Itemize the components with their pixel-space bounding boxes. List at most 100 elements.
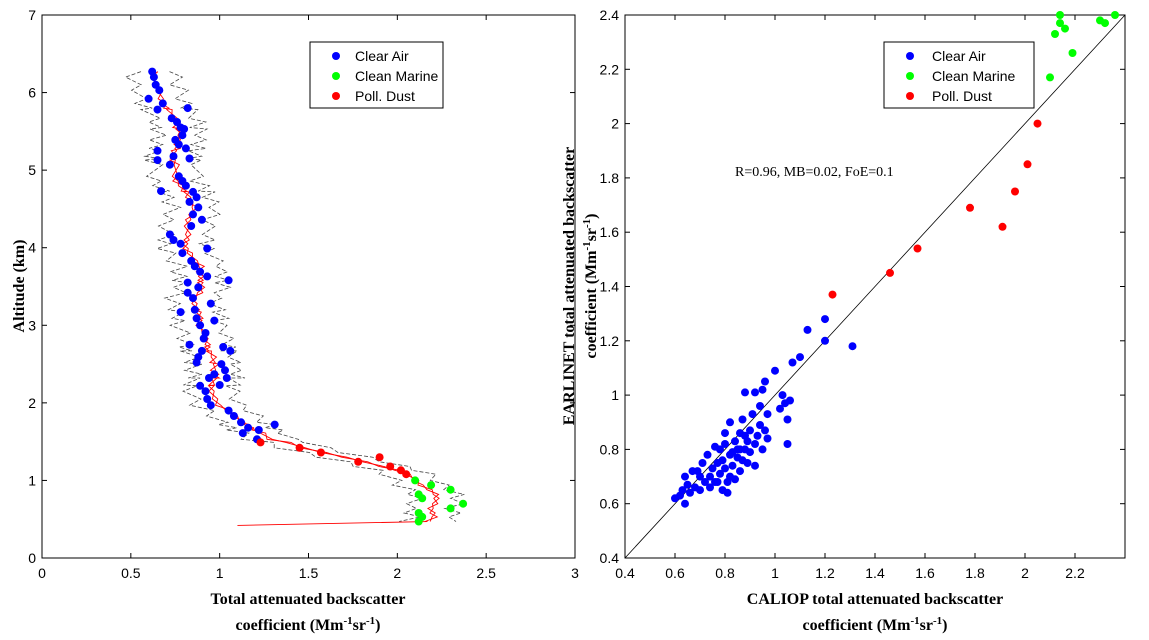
data-point	[192, 314, 201, 323]
x-tick-label: 2.5	[476, 565, 496, 581]
data-point	[446, 504, 455, 513]
data-point	[229, 412, 238, 420]
data-point	[966, 203, 974, 212]
y-tick-label: 0	[28, 550, 36, 566]
data-point	[743, 437, 752, 446]
data-point	[1061, 24, 1069, 33]
data-point	[828, 290, 837, 299]
data-point	[706, 483, 714, 492]
data-point	[158, 99, 167, 108]
data-point	[848, 342, 857, 351]
data-point	[196, 381, 205, 390]
data-point	[183, 104, 192, 113]
data-point	[736, 467, 744, 476]
data-point	[144, 94, 153, 103]
data-point	[244, 423, 253, 432]
data-point	[197, 215, 206, 224]
data-point	[1023, 160, 1032, 169]
x-tick-label: 0	[38, 565, 46, 581]
data-point	[203, 395, 212, 403]
comparison-plot: 0.4 0.6 0.8 1 1.2 1.4 1.6 1.8 2 2.2 0.4 0.6 0.8 1 1.2 1…	[561, 7, 1126, 634]
data-point	[238, 429, 247, 438]
comparison-ticks: 0.4 0.6 0.8 1 1.2 1.4 1.6 1.8 2 2.2 0.4 0.6 0.8 1 1.2 1…	[600, 7, 1125, 581]
data-point	[354, 457, 363, 466]
data-point	[176, 308, 185, 317]
data-point	[1046, 73, 1054, 82]
data-point	[196, 267, 205, 276]
data-point	[718, 456, 727, 465]
data-point	[197, 346, 206, 355]
data-point	[155, 86, 164, 95]
data-point	[701, 478, 709, 486]
data-point	[718, 486, 727, 495]
data-point	[821, 336, 829, 345]
data-point	[215, 381, 224, 389]
y-tick-label: 5	[28, 162, 36, 178]
data-point	[226, 346, 235, 355]
x-tick-label: 1.2	[815, 565, 835, 581]
comparison-xlabel-line1: CALIOP total attenuated backscatter	[747, 591, 1003, 608]
data-point	[386, 462, 395, 471]
data-point	[776, 404, 784, 413]
data-point	[190, 262, 199, 271]
data-point	[761, 377, 769, 386]
profile-points	[144, 67, 468, 526]
data-point	[698, 459, 707, 467]
x-tick-label: 0.4	[615, 565, 635, 581]
data-point	[1068, 49, 1077, 57]
profile-ticks: 0 0.5 1 1.5 2 2.5 3 0 1 2 3 4 5 6 7	[28, 7, 579, 581]
data-point	[174, 140, 183, 149]
data-point	[459, 499, 468, 508]
profile-xlabel-line1: Total attenuated backscatter	[211, 591, 406, 608]
data-point	[203, 244, 212, 253]
data-point	[201, 387, 210, 396]
data-point	[375, 453, 384, 462]
data-point	[222, 374, 231, 382]
data-point	[192, 358, 201, 367]
y-tick-label: 4	[28, 240, 36, 256]
comparison-ylabel-line2: coefficient (Mm-1sr-1)	[581, 214, 600, 359]
x-tick-label: 0.8	[715, 565, 735, 581]
data-point	[189, 210, 197, 219]
comparison-points	[671, 11, 1119, 508]
data-point	[256, 438, 265, 447]
y-tick-label: 6	[28, 85, 36, 101]
data-point	[169, 152, 178, 161]
data-point	[758, 445, 767, 454]
data-point	[761, 426, 769, 435]
y-tick-label: 2	[611, 116, 619, 132]
y-tick-label: 1.4	[600, 279, 620, 295]
data-point	[763, 434, 772, 443]
profile-legend: Clear Air Clean Marine Poll. Dust	[309, 41, 444, 109]
data-point	[751, 440, 759, 448]
data-point	[821, 315, 829, 324]
data-point	[746, 448, 754, 457]
data-point	[1056, 19, 1064, 28]
data-point	[756, 402, 764, 410]
data-point	[418, 494, 427, 503]
data-point	[693, 467, 702, 476]
data-point	[796, 353, 804, 362]
y-tick-label: 0.4	[600, 550, 620, 566]
data-point	[206, 299, 215, 308]
data-point	[783, 440, 792, 448]
data-point	[270, 420, 279, 429]
data-point	[153, 105, 162, 114]
profile-upper-envelope	[168, 71, 465, 522]
comparison-legend: Clear Air Clean Marine Poll. Dust	[883, 41, 1035, 109]
data-point	[181, 144, 190, 153]
y-tick-label: 1	[28, 472, 36, 488]
data-point	[199, 334, 208, 343]
data-point	[786, 396, 794, 405]
data-point	[221, 366, 229, 375]
data-point	[237, 418, 245, 427]
x-tick-label: 2	[393, 565, 401, 581]
profile-legend-clean-marine: Clean Marine	[355, 68, 438, 84]
data-point	[743, 459, 752, 467]
data-point	[189, 294, 197, 303]
data-point	[713, 478, 722, 486]
data-point	[681, 472, 689, 481]
comparison-xlabel-line2: coefficient (Mm-1sr-1)	[803, 615, 948, 634]
x-tick-label: 3	[571, 565, 579, 581]
